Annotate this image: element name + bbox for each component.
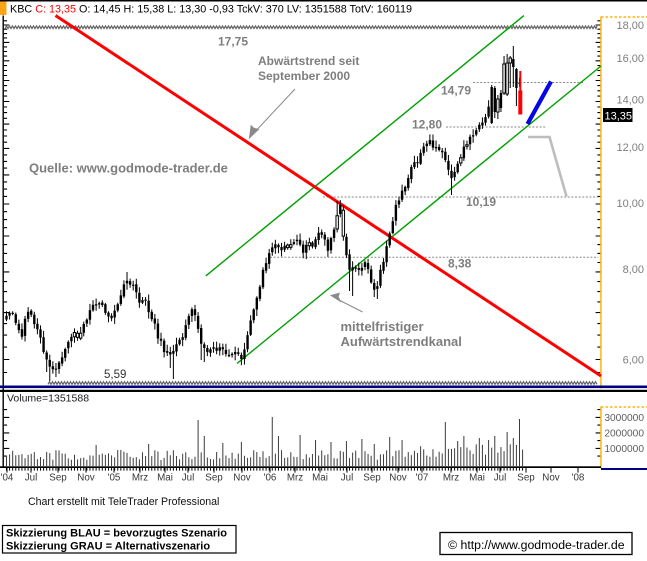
svg-text:Nov: Nov (77, 473, 95, 484)
svg-text:'04: '04 (1, 473, 14, 484)
svg-text:6,00: 6,00 (623, 355, 644, 367)
svg-text:12,80: 12,80 (412, 118, 442, 132)
svg-text:Nov: Nov (389, 473, 407, 484)
svg-text:'07: '07 (416, 473, 429, 484)
svg-text:mittelfristiger: mittelfristiger (341, 319, 424, 334)
svg-text:Quelle: www.godmode-trader.de: Quelle: www.godmode-trader.de (29, 161, 228, 176)
svg-text:3000000: 3000000 (604, 413, 644, 424)
svg-text:September 2000: September 2000 (258, 69, 350, 83)
svg-text:17,75: 17,75 (218, 35, 248, 49)
svg-text:14,79: 14,79 (441, 84, 471, 98)
svg-text:Mrz: Mrz (132, 473, 148, 484)
svg-text:'06: '06 (264, 473, 277, 484)
svg-text:Skizzierung GRAU = Alternativs: Skizzierung GRAU = Alternativszenario (6, 541, 210, 553)
svg-text:Jul: Jul (341, 473, 354, 484)
svg-text:KBC C: 13,35 O: 14,45 H: 15,38: KBC C: 13,35 O: 14,45 H: 15,38 L: 13,30 … (10, 4, 412, 16)
svg-text:Aufwärtstrendkanal: Aufwärtstrendkanal (341, 334, 462, 349)
svg-text:Sep: Sep (363, 473, 381, 484)
svg-text:2000000: 2000000 (604, 428, 644, 439)
svg-text:8,38: 8,38 (448, 257, 472, 271)
svg-text:Volume=1351588: Volume=1351588 (7, 393, 89, 405)
svg-text:12,00: 12,00 (616, 142, 644, 154)
svg-text:© http://www.godmode-trader.de: © http://www.godmode-trader.de (448, 538, 625, 552)
svg-text:Mrz: Mrz (443, 473, 459, 484)
svg-text:Jul: Jul (25, 473, 38, 484)
svg-text:Jul: Jul (494, 473, 507, 484)
svg-text:Nov: Nov (542, 473, 560, 484)
svg-text:8,00: 8,00 (623, 264, 644, 276)
svg-text:Abwärtstrend seit: Abwärtstrend seit (258, 54, 359, 68)
svg-text:'08: '08 (572, 473, 585, 484)
svg-text:Sep: Sep (205, 473, 223, 484)
svg-text:18,00: 18,00 (616, 20, 644, 32)
svg-text:Jul: Jul (182, 473, 195, 484)
svg-text:Sep: Sep (517, 473, 535, 484)
svg-text:Mai: Mai (312, 473, 328, 484)
svg-text:Mai: Mai (469, 473, 485, 484)
svg-text:16,00: 16,00 (616, 53, 644, 65)
svg-text:13,35: 13,35 (605, 111, 633, 123)
svg-text:Sep: Sep (49, 473, 67, 484)
svg-text:14,00: 14,00 (616, 95, 644, 107)
svg-text:Mrz: Mrz (287, 473, 303, 484)
svg-text:Skizzierung BLAU = bevorzugtes: Skizzierung BLAU = bevorzugtes Szenario (6, 528, 227, 540)
svg-text:Nov: Nov (233, 473, 251, 484)
svg-text:'05: '05 (108, 473, 121, 484)
svg-text:10,19: 10,19 (466, 195, 496, 209)
svg-text:Mai: Mai (157, 473, 173, 484)
svg-text:5,59: 5,59 (104, 369, 126, 381)
svg-text:10,00: 10,00 (616, 198, 644, 210)
svg-text:1000000: 1000000 (604, 444, 644, 455)
svg-text:Chart erstellt mit TeleTrader: Chart erstellt mit TeleTrader Profession… (28, 496, 219, 508)
